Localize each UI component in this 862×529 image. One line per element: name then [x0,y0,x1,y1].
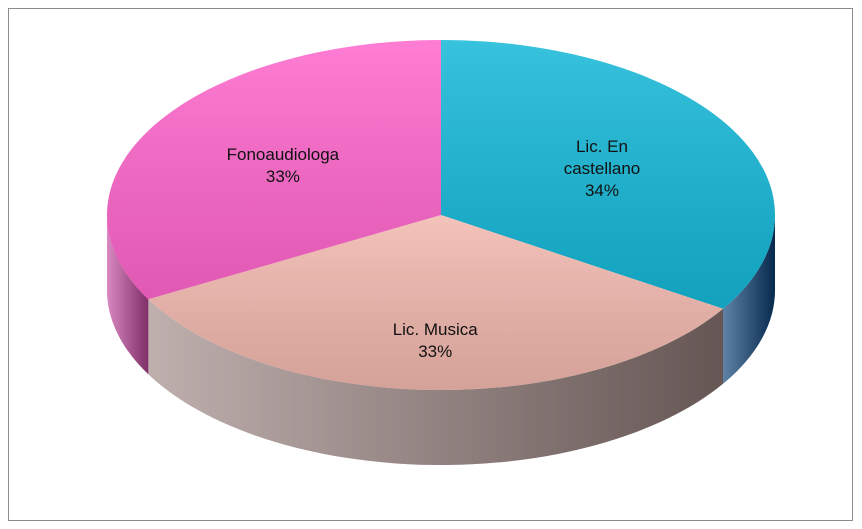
slice-value-label: 33% [418,342,453,362]
slice-category: Lic. En castellano [563,136,641,178]
slice-side-shade [723,215,776,384]
slice-shade [107,40,441,300]
slice-category: Lic. Musica [392,320,478,340]
slice-value-label: 33% [265,167,300,186]
slice-side-shade [148,299,724,466]
slice-shade [148,215,724,391]
slice-category: Fonoaudiologa [226,145,340,164]
slice-value-label: 34% [584,180,619,200]
slice-side-shade [107,215,149,375]
slice-label: Lic. En castellano 34% [537,136,667,202]
slice-shade [441,40,775,309]
slice-label: Fonoaudiologa 33% [218,144,348,188]
slice-label: Lic. Musica 33% [370,319,500,363]
